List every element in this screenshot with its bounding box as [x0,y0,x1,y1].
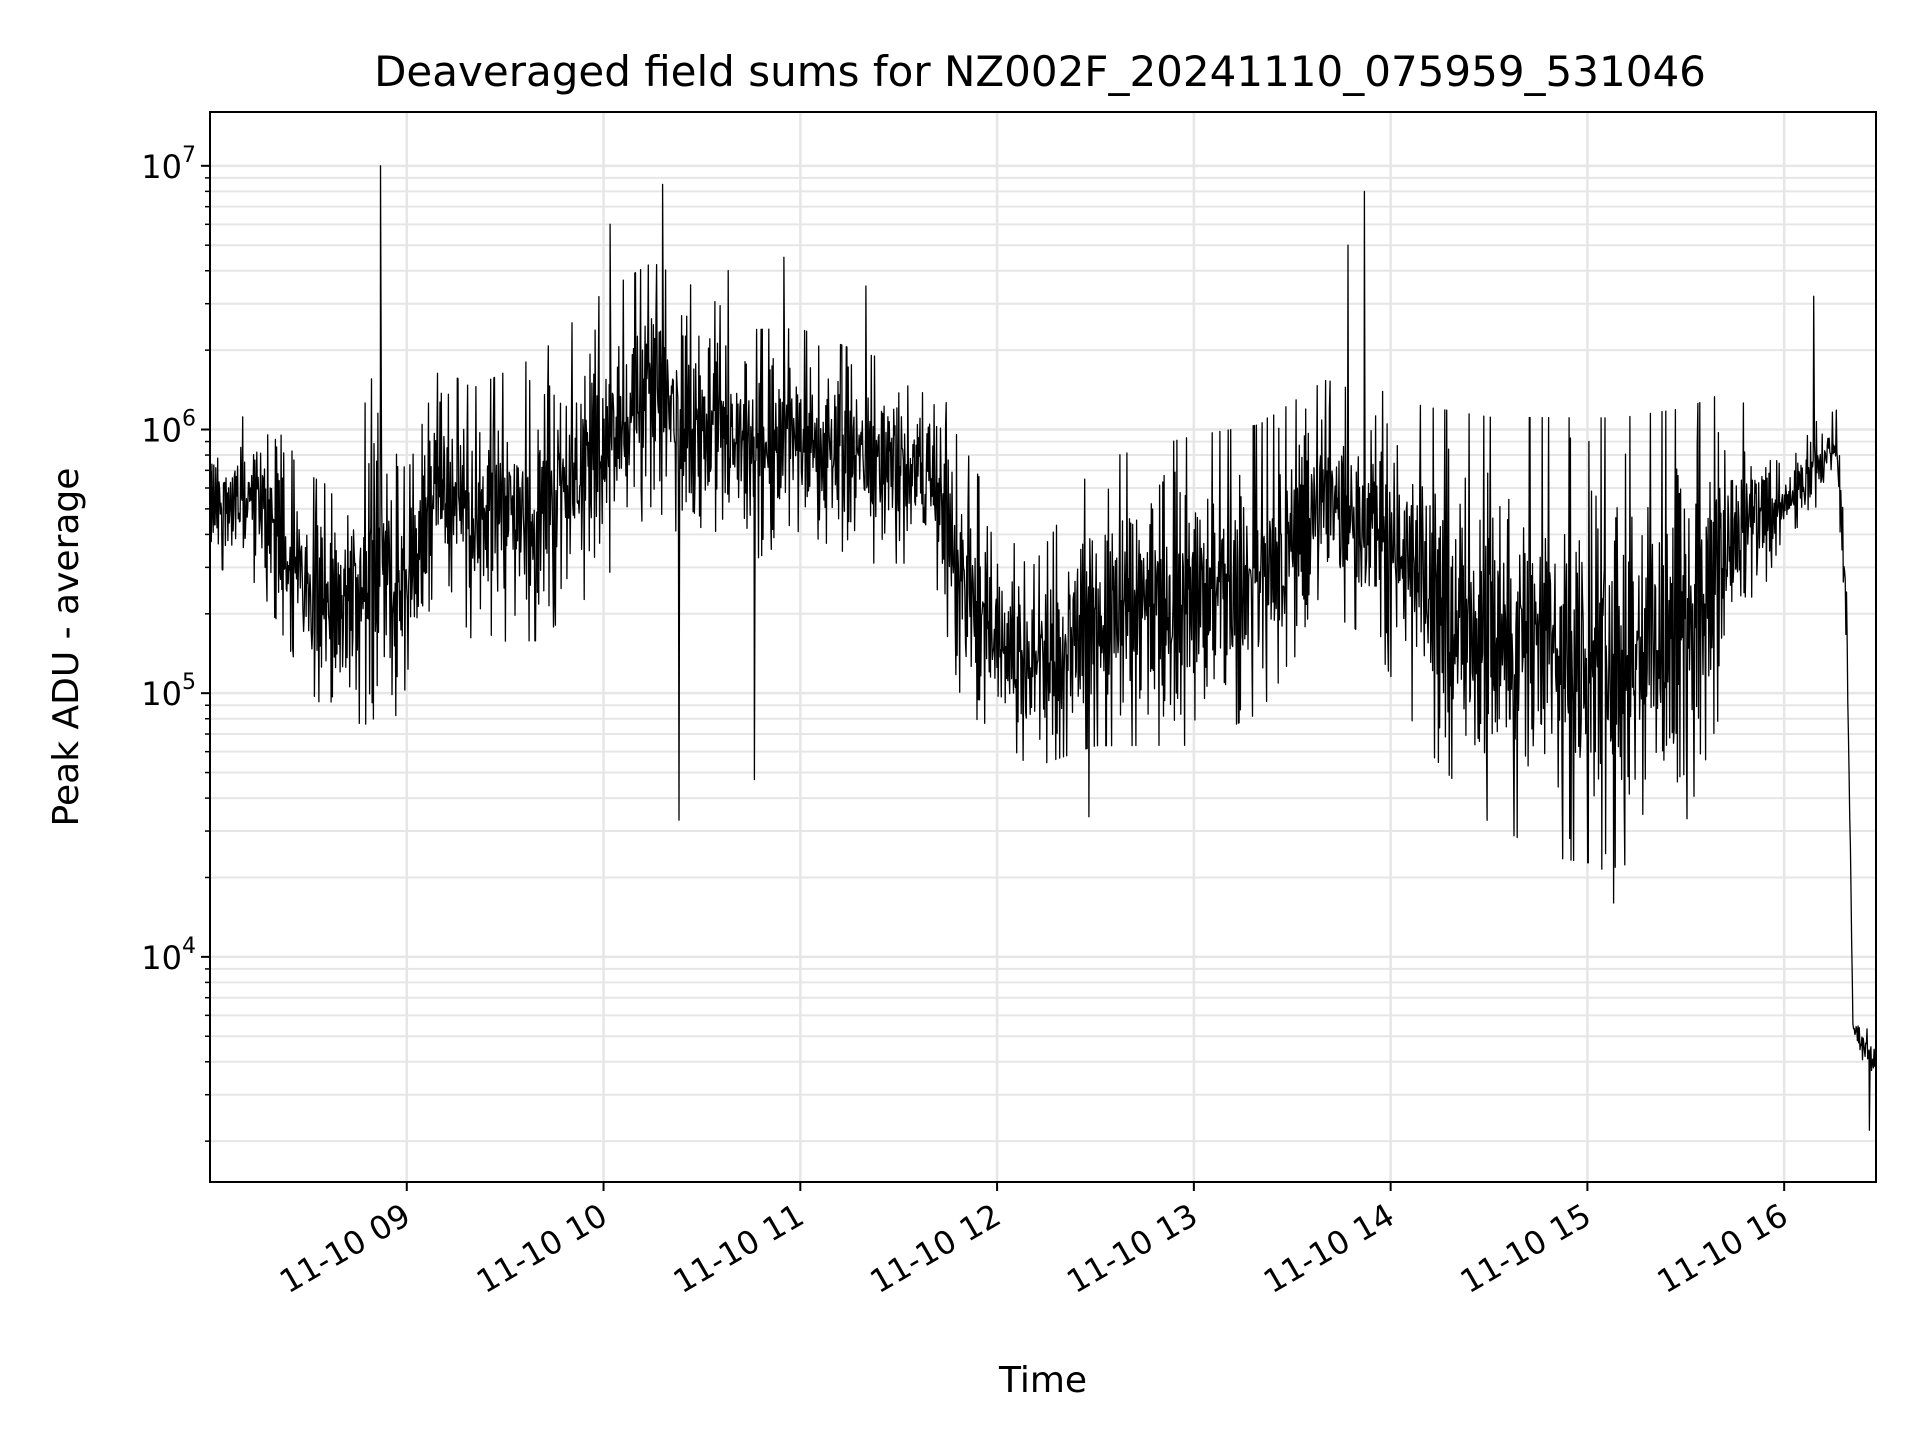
y-tick-label: 104 [141,934,196,977]
y-tick-label: 106 [141,406,196,449]
y-axis-ticks: 104 105 106 107 [141,143,210,1142]
data-line [209,165,1877,1131]
y-tick-label: 105 [141,670,196,713]
x-axis-label: Time [998,1360,1087,1401]
minor-gridlines [210,176,1876,1143]
data-series [209,165,1877,1131]
y-axis-label: Peak ADU - average [46,468,87,827]
chart-title: Deaveraged field sums for NZ002F_2024111… [374,47,1706,96]
plot-frame [209,111,1877,1183]
y-tick-label: 107 [141,143,196,186]
